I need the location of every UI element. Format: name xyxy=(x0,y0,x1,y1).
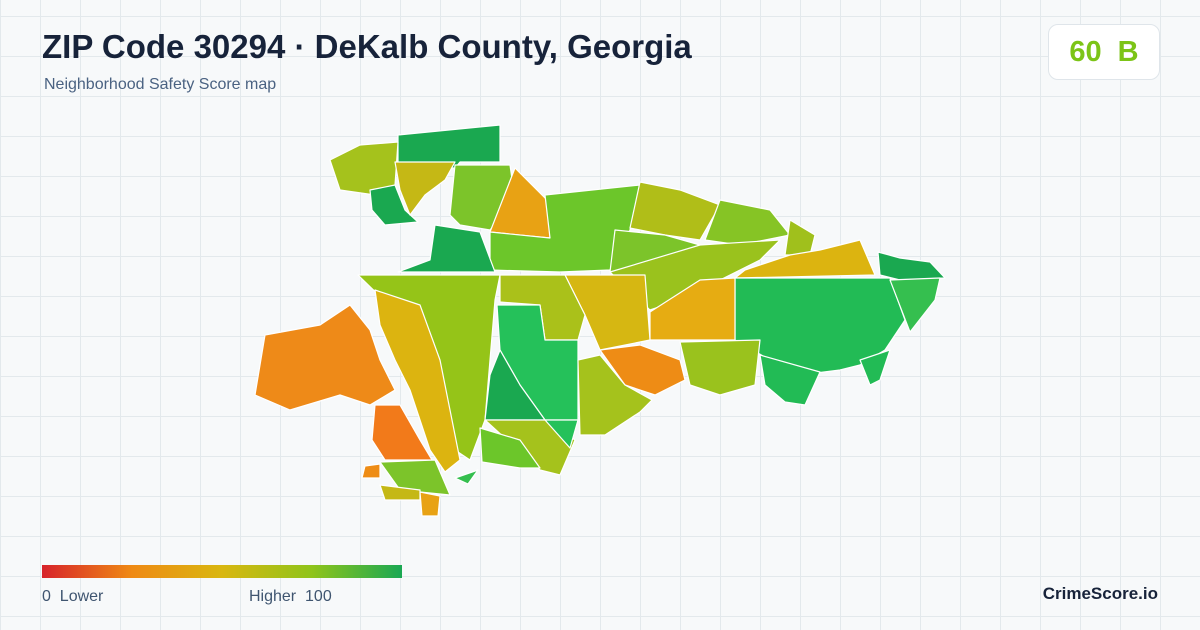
area xyxy=(577,354,653,436)
area xyxy=(454,469,479,485)
neighborhoods xyxy=(254,124,946,517)
legend-min-value: 0 xyxy=(42,588,51,605)
area xyxy=(544,419,579,449)
title: ZIP Code 30294 · DeKalb County, Georgia xyxy=(42,28,692,65)
area xyxy=(254,304,396,411)
area xyxy=(859,349,891,386)
area xyxy=(394,161,456,216)
area xyxy=(379,484,421,501)
legend-gradient xyxy=(42,565,402,578)
area xyxy=(784,219,816,256)
area xyxy=(704,199,791,246)
score-grade: B xyxy=(1117,35,1139,68)
score-value: 60 xyxy=(1069,35,1102,68)
legend-min-label: Lower xyxy=(59,588,104,605)
area xyxy=(379,459,451,496)
area xyxy=(877,251,946,281)
legend-min: 0 Lower xyxy=(42,588,103,606)
area xyxy=(369,184,419,226)
brand: CrimeScore.io xyxy=(1042,584,1158,603)
area xyxy=(479,427,541,469)
area xyxy=(889,277,941,333)
area xyxy=(609,239,781,311)
area xyxy=(419,491,441,517)
area xyxy=(679,339,761,396)
subtitle: Neighborhood Safety Score map xyxy=(44,76,277,93)
area xyxy=(397,224,496,273)
area xyxy=(374,289,461,473)
score-badge: 60 B xyxy=(1048,24,1160,80)
legend-max-value: 100 xyxy=(305,588,332,605)
area xyxy=(361,463,381,479)
area xyxy=(759,354,821,406)
legend-max: Higher 100 xyxy=(249,588,332,606)
area xyxy=(629,181,721,241)
legend-max-label: Higher xyxy=(249,588,297,605)
